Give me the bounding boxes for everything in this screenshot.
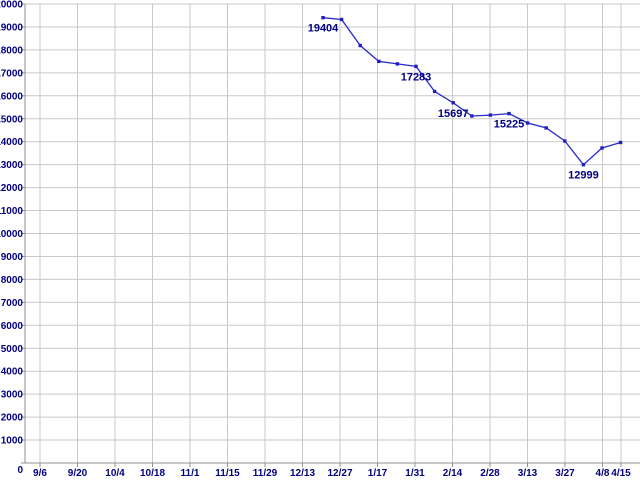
x-axis-tick-label: 1/31 <box>405 468 425 479</box>
data-point-marker <box>377 59 381 64</box>
x-axis-tick-label: 2/28 <box>480 468 500 479</box>
data-point-marker <box>339 17 344 22</box>
data-point-marker <box>600 146 604 150</box>
data-point-marker <box>488 113 493 117</box>
data-point-marker <box>321 15 325 20</box>
x-axis-tick-label: 12/27 <box>327 468 352 479</box>
y-axis-tick-label: 7000 <box>1 298 24 309</box>
x-axis-tick-label: 10/18 <box>140 468 165 479</box>
data-point-label: 15697 <box>438 108 469 120</box>
x-axis-tick-label: 11/1 <box>181 468 200 479</box>
y-axis-tick-label: 12000 <box>0 183 23 194</box>
x-axis-tick-label: 12/13 <box>290 468 315 479</box>
y-axis-tick-label: 3000 <box>1 390 24 401</box>
data-point-marker <box>414 64 418 69</box>
data-point-label: 17283 <box>401 71 432 83</box>
data-point-marker <box>507 111 511 116</box>
x-axis-tick-label: 1/17 <box>368 468 388 479</box>
x-axis-tick-label: 11/15 <box>215 468 240 479</box>
y-axis-tick-label: 1000 <box>1 436 24 447</box>
data-point-marker <box>563 139 567 143</box>
y-axis-tick-label: 4000 <box>1 367 24 378</box>
y-axis-tick-label: 13000 <box>0 160 23 171</box>
y-axis-tick-label: 15000 <box>0 114 23 125</box>
data-point-marker <box>544 126 548 130</box>
data-point-marker <box>395 62 400 66</box>
y-axis-tick-label: 2000 <box>1 413 24 424</box>
y-axis-tick-label: 10000 <box>0 229 23 240</box>
data-point-marker <box>451 101 455 105</box>
y-axis-tick-label: 5000 <box>1 344 24 355</box>
data-point-marker <box>525 121 530 125</box>
data-point-marker <box>432 89 437 94</box>
y-axis-tick-label: 8000 <box>1 275 24 286</box>
y-axis-tick-label: 19000 <box>0 22 23 33</box>
x-axis-tick-label: 10/4 <box>105 468 125 479</box>
data-point-marker <box>581 162 586 167</box>
x-axis-tick-label: 9/6 <box>33 468 47 479</box>
data-point-marker <box>358 43 362 48</box>
x-axis-tick-label: 3/13 <box>518 468 538 479</box>
data-point-marker <box>470 114 474 118</box>
data-point-marker <box>618 140 623 145</box>
y-axis-tick-label: 11000 <box>0 206 23 217</box>
y-axis-tick-label: 17000 <box>0 68 23 79</box>
data-point-label: 15225 <box>494 119 525 131</box>
x-axis-tick-label: 4/8 <box>596 468 610 479</box>
x-axis-tick-label: 3/27 <box>555 468 575 479</box>
data-point-label: 19404 <box>308 23 339 35</box>
x-axis-tick-label: 11/29 <box>253 468 278 479</box>
y-axis-tick-label: 18000 <box>0 45 23 56</box>
x-axis-tick-label: 9/20 <box>68 468 88 479</box>
y-axis-tick-label: 14000 <box>0 137 23 148</box>
data-point-label: 12999 <box>568 170 599 182</box>
data-series-line <box>322 17 621 166</box>
y-axis-tick-label: 20000 <box>0 0 23 11</box>
y-axis-tick-label: 6000 <box>1 321 24 332</box>
y-axis-tick-label: 0 <box>17 465 23 476</box>
y-axis-tick-label: 9000 <box>1 252 24 263</box>
x-axis-tick-label: 4/15 <box>611 468 631 479</box>
x-axis-tick-label: 2/14 <box>443 468 463 479</box>
y-axis-tick-label: 16000 <box>0 91 23 102</box>
